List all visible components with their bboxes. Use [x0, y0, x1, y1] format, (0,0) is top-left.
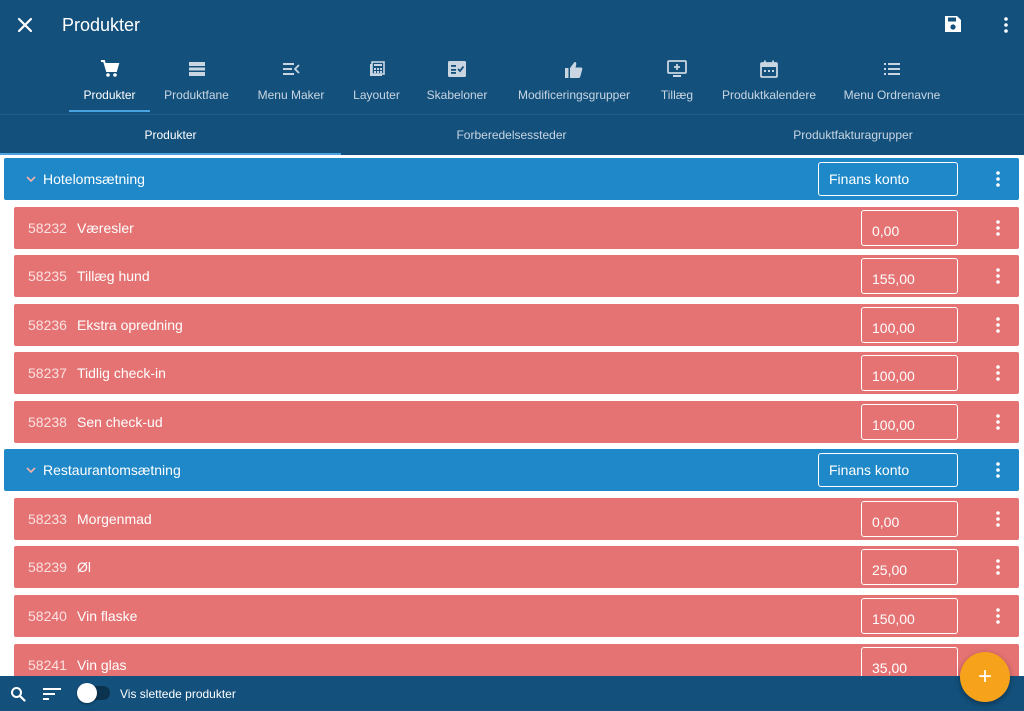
price-field[interactable]: 150,00: [861, 598, 958, 634]
nav-label: Modificeringsgrupper: [518, 88, 630, 102]
calculator-icon: [369, 58, 385, 80]
more-vert-icon[interactable]: [988, 361, 1008, 385]
product-name: Vin flaske: [77, 608, 137, 624]
product-id: 58240: [28, 608, 67, 624]
page-title: Produkter: [62, 14, 140, 36]
more-vert-icon[interactable]: [988, 216, 1008, 240]
product-row[interactable]: 58236 Ekstra opredning 100,00: [14, 304, 1019, 346]
group-header-restaurantomsaetning[interactable]: Restaurantomsætning Finans konto: [4, 449, 1019, 491]
nav-produktkalendere[interactable]: Produktkalendere: [716, 58, 822, 114]
product-name: Morgenmad: [77, 511, 152, 527]
product-id: 58235: [28, 268, 67, 284]
more-vert-icon[interactable]: [988, 167, 1008, 191]
product-id: 58232: [28, 220, 67, 236]
tab-produktfakturagrupper[interactable]: Produktfakturagrupper: [682, 115, 1024, 155]
product-list: Hotelomsætning Finans konto 58232 Væresl…: [0, 155, 1024, 676]
nav-skabeloner[interactable]: Skabeloner: [423, 58, 491, 114]
product-row[interactable]: 58237 Tidlig check-in 100,00: [14, 352, 1019, 394]
cart-icon: [100, 58, 120, 80]
menu-bars-icon: [188, 58, 206, 80]
nav-label: Tillæg: [661, 88, 693, 102]
product-name: Sen check-ud: [77, 414, 163, 430]
nav-label: Menu Ordrenavne: [844, 88, 941, 102]
product-row[interactable]: 58238 Sen check-ud 100,00: [14, 401, 1019, 443]
checklist-icon: [448, 58, 466, 80]
chevron-down-icon[interactable]: [24, 461, 38, 479]
product-row[interactable]: 58241 Vin glas 35,00: [14, 644, 1019, 676]
product-row[interactable]: 58232 Væresler 0,00: [14, 207, 1019, 249]
price-field[interactable]: 0,00: [861, 210, 958, 246]
nav-menu-ordrenavne[interactable]: Menu Ordrenavne: [840, 58, 944, 114]
bottom-bar: Vis slettede produkter: [0, 676, 1024, 711]
more-vert-icon[interactable]: [988, 410, 1008, 434]
product-row[interactable]: 58233 Morgenmad 0,00: [14, 498, 1019, 540]
price-field[interactable]: 100,00: [861, 355, 958, 391]
nav-label: Produktkalendere: [722, 88, 816, 102]
save-icon[interactable]: [942, 13, 964, 35]
product-row[interactable]: 58235 Tillæg hund 155,00: [14, 255, 1019, 297]
product-id: 58236: [28, 317, 67, 333]
product-name: Tidlig check-in: [77, 365, 166, 381]
nav-label: Skabeloner: [427, 88, 488, 102]
tab-produkter[interactable]: Produkter: [0, 115, 341, 155]
monitor-plus-icon: [667, 58, 687, 80]
price-field[interactable]: 100,00: [861, 404, 958, 440]
product-id: 58239: [28, 559, 67, 575]
app-bar: Produkter Produkter Produktfane Menu Mak…: [0, 0, 1024, 114]
nav-menu-maker[interactable]: Menu Maker: [253, 58, 329, 114]
product-id: 58238: [28, 414, 67, 430]
close-icon[interactable]: [12, 12, 38, 38]
product-name: Øl: [77, 559, 91, 575]
product-row[interactable]: 58240 Vin flaske 150,00: [14, 595, 1019, 637]
show-deleted-label: Vis slettede produkter: [120, 687, 236, 701]
group-name: Restaurantomsætning: [43, 462, 181, 478]
product-name: Tillæg hund: [77, 268, 150, 284]
show-deleted-toggle[interactable]: [78, 686, 110, 700]
price-field[interactable]: 35,00: [861, 647, 958, 676]
more-vert-icon[interactable]: [988, 604, 1008, 628]
nav-produktfane[interactable]: Produktfane: [158, 58, 235, 114]
more-vert-icon[interactable]: [988, 313, 1008, 337]
chevron-down-icon[interactable]: [24, 170, 38, 188]
more-vert-icon[interactable]: [996, 13, 1016, 37]
group-header-hotelomsaetning[interactable]: Hotelomsætning Finans konto: [4, 158, 1019, 200]
nav-produkter[interactable]: Produkter: [69, 58, 150, 114]
more-vert-icon[interactable]: [988, 264, 1008, 288]
price-field[interactable]: 100,00: [861, 307, 958, 343]
nav-tillaeg[interactable]: Tillæg: [655, 58, 699, 114]
price-field[interactable]: 155,00: [861, 258, 958, 294]
product-id: 58241: [28, 657, 67, 673]
add-product-button[interactable]: +: [960, 652, 1010, 702]
more-vert-icon[interactable]: [988, 555, 1008, 579]
toggle-knob: [77, 683, 97, 703]
tab-forberedelsessteder[interactable]: Forberedelsessteder: [341, 115, 682, 155]
nav-label: Layouter: [353, 88, 400, 102]
nav-modificeringsgrupper[interactable]: Modificeringsgrupper: [512, 58, 636, 114]
group-name: Hotelomsætning: [43, 171, 145, 187]
list-icon: [883, 58, 901, 80]
nav-active-indicator: [69, 110, 150, 112]
calendar-icon: [760, 58, 778, 80]
product-name: Væresler: [77, 220, 134, 236]
finans-konto-button[interactable]: Finans konto: [818, 162, 958, 196]
product-name: Vin glas: [77, 657, 127, 673]
sub-tab-bar: Produkter Forberedelsessteder Produktfak…: [0, 114, 1024, 155]
finans-konto-button[interactable]: Finans konto: [818, 453, 958, 487]
product-id: 58237: [28, 365, 67, 381]
price-field[interactable]: 25,00: [861, 549, 958, 585]
more-vert-icon[interactable]: [988, 458, 1008, 482]
thumb-up-icon: [565, 58, 583, 80]
product-row[interactable]: 58239 Øl 25,00: [14, 546, 1019, 588]
nav-label: Produkter: [83, 88, 135, 102]
menu-open-icon: [282, 58, 300, 80]
product-id: 58233: [28, 511, 67, 527]
sort-icon[interactable]: [42, 684, 62, 704]
nav-layouter[interactable]: Layouter: [347, 58, 406, 114]
price-field[interactable]: 0,00: [861, 501, 958, 537]
more-vert-icon[interactable]: [988, 507, 1008, 531]
nav-label: Menu Maker: [258, 88, 325, 102]
product-name: Ekstra opredning: [77, 317, 183, 333]
nav-label: Produktfane: [164, 88, 229, 102]
search-icon[interactable]: [8, 684, 28, 704]
